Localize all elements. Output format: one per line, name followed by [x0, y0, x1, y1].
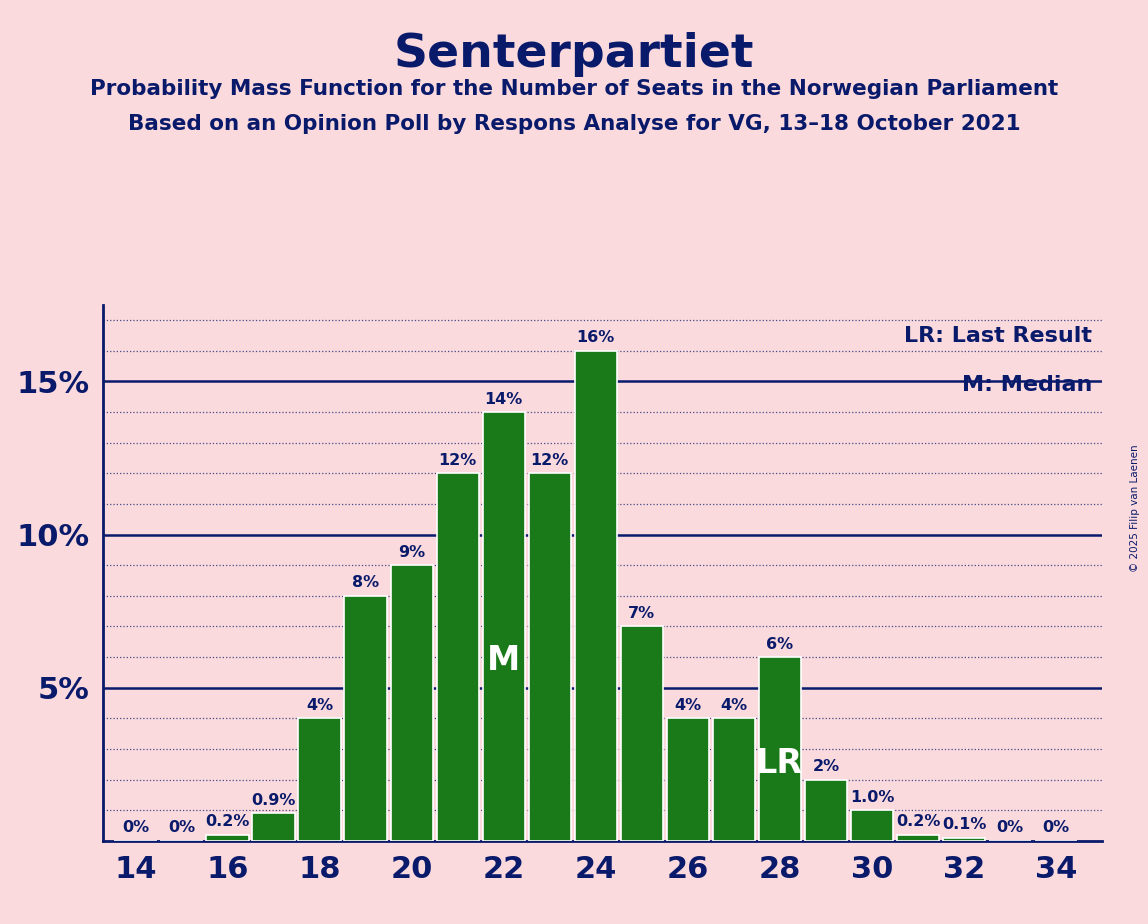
Text: 0%: 0% [168, 821, 195, 835]
Text: LR: Last Result: LR: Last Result [905, 326, 1092, 346]
Text: 12%: 12% [530, 453, 569, 468]
Text: M: M [487, 644, 520, 677]
Bar [759, 657, 801, 841]
Text: M: Median: M: Median [962, 374, 1092, 395]
Text: 0.2%: 0.2% [205, 814, 250, 829]
Bar [253, 813, 295, 841]
Text: 4%: 4% [674, 698, 701, 712]
Text: 14%: 14% [484, 392, 522, 407]
Bar [436, 473, 479, 841]
Bar [298, 718, 341, 841]
Text: 9%: 9% [398, 545, 425, 560]
Text: 7%: 7% [628, 606, 656, 621]
Text: 0%: 0% [122, 821, 149, 835]
Text: 6%: 6% [767, 637, 793, 651]
Text: 0.9%: 0.9% [251, 793, 296, 808]
Text: © 2025 Filip van Laenen: © 2025 Filip van Laenen [1130, 444, 1140, 572]
Bar [943, 838, 985, 841]
Text: LR: LR [757, 748, 804, 780]
Text: 0%: 0% [1042, 821, 1070, 835]
Text: 4%: 4% [720, 698, 747, 712]
Bar [575, 351, 616, 841]
Text: 16%: 16% [576, 331, 615, 346]
Text: 1.0%: 1.0% [850, 790, 894, 805]
Bar [713, 718, 755, 841]
Text: 8%: 8% [352, 576, 379, 590]
Text: Based on an Opinion Poll by Respons Analyse for VG, 13–18 October 2021: Based on an Opinion Poll by Respons Anal… [127, 114, 1021, 134]
Bar [667, 718, 709, 841]
Text: 0.2%: 0.2% [895, 814, 940, 829]
Text: 0.1%: 0.1% [941, 817, 986, 833]
Bar [390, 565, 433, 841]
Bar [528, 473, 571, 841]
Bar [482, 412, 525, 841]
Text: 2%: 2% [813, 760, 839, 774]
Bar [851, 810, 893, 841]
Bar [897, 834, 939, 841]
Bar [207, 834, 249, 841]
Text: 0%: 0% [996, 821, 1024, 835]
Bar [805, 780, 847, 841]
Text: Senterpartiet: Senterpartiet [394, 32, 754, 78]
Bar [621, 626, 664, 841]
Bar [344, 596, 387, 841]
Text: 12%: 12% [439, 453, 476, 468]
Text: 4%: 4% [307, 698, 333, 712]
Text: Probability Mass Function for the Number of Seats in the Norwegian Parliament: Probability Mass Function for the Number… [90, 79, 1058, 99]
